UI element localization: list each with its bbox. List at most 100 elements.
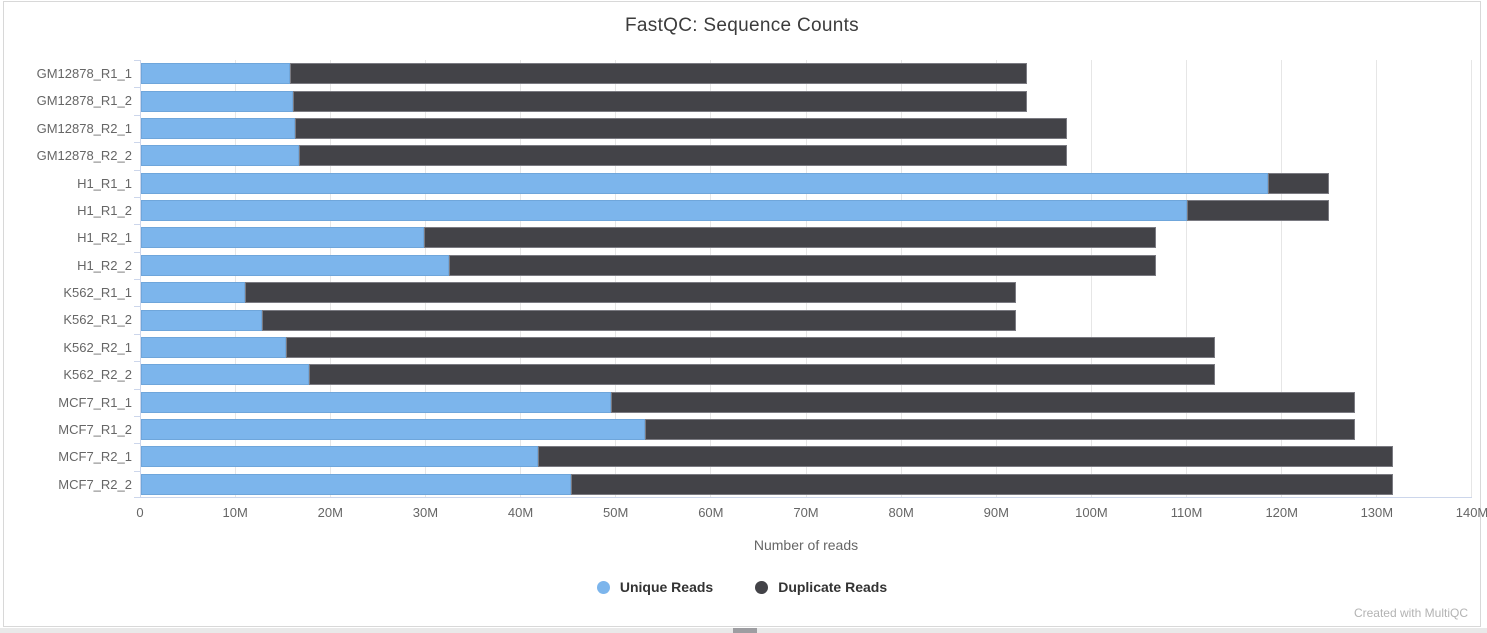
gridline bbox=[1185, 60, 1187, 497]
bar-segment-duplicate[interactable] bbox=[538, 446, 1394, 468]
bar-row bbox=[141, 172, 1472, 194]
bar-segment-duplicate[interactable] bbox=[449, 254, 1157, 276]
bar-segment-unique[interactable] bbox=[141, 282, 245, 304]
bar-segment-unique[interactable] bbox=[141, 90, 294, 112]
legend-item[interactable]: Unique Reads bbox=[596, 579, 713, 595]
x-tick-label: 120M bbox=[1265, 505, 1298, 520]
bar-segment-unique[interactable] bbox=[141, 117, 296, 139]
x-tick-label: 0 bbox=[136, 505, 144, 520]
gridline bbox=[1471, 60, 1472, 497]
y-axis-label: MCF7_R2_1 bbox=[58, 449, 132, 465]
y-axis-label: H1_R2_1 bbox=[77, 230, 132, 246]
bar-segment-duplicate[interactable] bbox=[298, 145, 1067, 167]
bar-segment-duplicate[interactable] bbox=[424, 227, 1157, 249]
y-axis-label: GM12878_R2_2 bbox=[36, 148, 132, 164]
bar-segment-unique[interactable] bbox=[141, 309, 262, 331]
x-tick-label: 70M bbox=[793, 505, 819, 520]
bar-segment-unique[interactable] bbox=[141, 172, 1268, 194]
y-axis-label: MCF7_R1_2 bbox=[58, 421, 132, 437]
bar-row bbox=[141, 200, 1472, 222]
bar-segment-unique[interactable] bbox=[141, 473, 571, 495]
gridline bbox=[1090, 60, 1092, 497]
bar-segment-duplicate[interactable] bbox=[1186, 200, 1330, 222]
y-tick-mark bbox=[134, 443, 141, 444]
bar-segment-duplicate[interactable] bbox=[610, 391, 1356, 413]
credit-text: Created with MultiQC bbox=[1353, 606, 1468, 620]
bar-row bbox=[141, 473, 1472, 495]
chart-title: FastQC: Sequence Counts bbox=[625, 15, 859, 36]
legend-swatch-duplicate-icon bbox=[755, 580, 769, 594]
bar-segment-unique[interactable] bbox=[141, 364, 310, 386]
bar-segment-unique[interactable] bbox=[141, 336, 287, 358]
gridline bbox=[425, 60, 427, 497]
bar-segment-duplicate[interactable] bbox=[644, 419, 1356, 441]
bar-segment-unique[interactable] bbox=[141, 446, 539, 468]
bar-row bbox=[141, 117, 1472, 139]
bar-row bbox=[141, 90, 1472, 112]
legend-swatch-unique-icon bbox=[596, 580, 610, 594]
bar-row bbox=[141, 145, 1472, 167]
bar-segment-duplicate[interactable] bbox=[290, 63, 1028, 85]
gridline bbox=[900, 60, 902, 497]
bar-segment-unique[interactable] bbox=[141, 63, 291, 85]
bar-segment-unique[interactable] bbox=[141, 145, 299, 167]
legend-item[interactable]: Duplicate Reads bbox=[755, 579, 887, 595]
x-tick-label: 20M bbox=[317, 505, 343, 520]
y-axis-label: GM12878_R1_2 bbox=[36, 93, 132, 109]
gridline bbox=[520, 60, 522, 497]
bar-segment-duplicate[interactable] bbox=[244, 282, 1016, 304]
bar-segment-duplicate[interactable] bbox=[295, 117, 1067, 139]
bar-segment-duplicate[interactable] bbox=[261, 309, 1016, 331]
gridline bbox=[1375, 60, 1377, 497]
y-tick-mark bbox=[134, 471, 141, 472]
y-axis-label: K562_R2_1 bbox=[63, 339, 132, 355]
y-tick-mark bbox=[134, 87, 141, 88]
bar-segment-unique[interactable] bbox=[141, 419, 645, 441]
y-tick-mark bbox=[134, 306, 141, 307]
bar-segment-unique[interactable] bbox=[141, 200, 1187, 222]
y-axis-label: K562_R1_2 bbox=[63, 312, 132, 328]
y-tick-mark bbox=[134, 142, 141, 143]
horizontal-scrollbar-track[interactable] bbox=[0, 628, 1487, 633]
bar-segment-duplicate[interactable] bbox=[286, 336, 1216, 358]
y-tick-mark bbox=[134, 197, 141, 198]
bar-row bbox=[141, 419, 1472, 441]
bar-row bbox=[141, 364, 1472, 386]
y-tick-mark bbox=[134, 60, 141, 61]
y-tick-mark bbox=[134, 170, 141, 171]
gridline bbox=[995, 60, 997, 497]
bar-segment-duplicate[interactable] bbox=[309, 364, 1216, 386]
y-tick-mark bbox=[134, 416, 141, 417]
y-axis-label: K562_R1_1 bbox=[63, 285, 132, 300]
x-tick-label: 60M bbox=[698, 505, 724, 520]
x-tick-label: 50M bbox=[603, 505, 629, 520]
gridline bbox=[710, 60, 712, 497]
bar-segment-unique[interactable] bbox=[141, 227, 425, 249]
x-tick-label: 100M bbox=[1075, 505, 1108, 520]
bar-segment-unique[interactable] bbox=[141, 391, 611, 413]
gridline bbox=[235, 60, 237, 497]
bar-segment-duplicate[interactable] bbox=[293, 90, 1028, 112]
legend-label: Duplicate Reads bbox=[778, 579, 888, 595]
bar-segment-duplicate[interactable] bbox=[570, 473, 1394, 495]
y-tick-mark bbox=[134, 115, 141, 116]
legend: Unique Reads Duplicate Reads bbox=[4, 579, 1480, 595]
gridline bbox=[330, 60, 332, 497]
y-tick-mark bbox=[134, 252, 141, 253]
bar-row bbox=[141, 336, 1472, 358]
x-tick-label: 30M bbox=[412, 505, 439, 520]
y-axis-label: GM12878_R1_1 bbox=[36, 66, 132, 81]
y-tick-mark bbox=[134, 224, 141, 225]
x-axis-title: Number of reads bbox=[753, 537, 859, 553]
x-tick-label: 40M bbox=[507, 505, 534, 520]
bar-segment-duplicate[interactable] bbox=[1267, 172, 1330, 194]
report-panel: FastQC: Sequence Counts GM12878_R1_1 GM12… bbox=[3, 1, 1487, 627]
gridline bbox=[1280, 60, 1282, 497]
gridline bbox=[615, 60, 617, 497]
y-axis-label: GM12878_R2_1 bbox=[36, 120, 132, 136]
horizontal-scrollbar-thumb[interactable] bbox=[733, 628, 757, 633]
y-tick-mark bbox=[134, 361, 141, 362]
x-tick-label: 80M bbox=[888, 505, 914, 520]
bar-segment-unique[interactable] bbox=[141, 254, 450, 276]
y-axis-label: MCF7_R2_2 bbox=[58, 476, 132, 492]
